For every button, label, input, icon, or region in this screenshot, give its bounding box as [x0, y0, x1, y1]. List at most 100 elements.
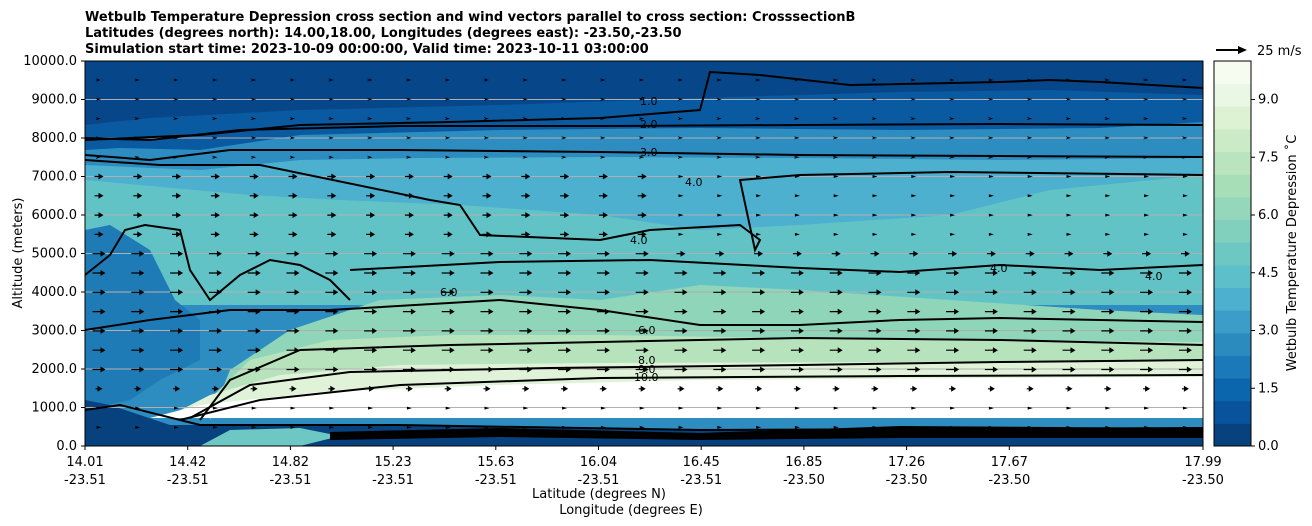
wind-vector [1023, 270, 1037, 276]
wind-vector [988, 155, 994, 159]
wind-vector [561, 117, 567, 121]
wind-vector [1103, 250, 1113, 257]
wind-vector [170, 308, 184, 315]
wind-vector [560, 231, 570, 238]
wind-vector [950, 425, 956, 429]
wind-vector [558, 366, 572, 373]
wind-vector [558, 347, 572, 354]
wind-vector [286, 366, 300, 373]
wind-vector [829, 308, 843, 315]
wind-vector [600, 155, 606, 159]
wind-vector [717, 194, 723, 198]
wind-vector [1104, 78, 1110, 82]
wind-vector [172, 231, 182, 238]
y-tick-label: 10000.0 [23, 54, 77, 69]
wind-vector [521, 173, 531, 180]
wind-vector [678, 175, 684, 178]
wind-vector [210, 212, 220, 219]
wind-vector [911, 175, 917, 178]
wind-vectors [92, 78, 1192, 429]
wind-vector [131, 347, 145, 354]
wind-vector [716, 136, 722, 140]
wind-vector [210, 231, 220, 238]
wind-vector [1140, 270, 1154, 276]
wind-vector [170, 270, 184, 276]
x-tick-label-lat: 16.04 [580, 455, 617, 470]
colorbar-segment [1214, 332, 1251, 356]
wind-vector [716, 155, 722, 159]
y-tick-label: 2000.0 [32, 362, 78, 377]
wind-vector [560, 173, 570, 180]
wind-vector [402, 327, 416, 334]
wind-vector [131, 289, 145, 296]
wind-vector [678, 136, 683, 140]
wind-vector [909, 250, 919, 257]
wind-vector [327, 192, 337, 199]
wind-vector [173, 78, 179, 82]
wind-vector [367, 78, 373, 82]
wind-vector [946, 347, 960, 354]
colorbar-segment [1214, 174, 1251, 198]
wind-vector [988, 425, 994, 429]
wind-vector [870, 250, 880, 257]
wind-vector [95, 385, 103, 392]
wind-vector [329, 406, 335, 410]
wind-vector [598, 212, 608, 219]
wind-vector [674, 270, 688, 276]
wind-vector [251, 97, 257, 101]
wind-vector [1027, 117, 1033, 121]
wind-vector [1027, 175, 1033, 178]
x-tick-label-lon: -23.51 [64, 473, 106, 488]
wind-vector [872, 155, 877, 159]
wind-vector [1066, 136, 1071, 140]
wind-vector [327, 173, 337, 180]
wind-vector [794, 425, 800, 429]
wind-vector [445, 97, 451, 101]
x-tick-label-lat: 17.99 [1184, 455, 1221, 470]
wind-vector [1062, 308, 1076, 315]
wind-vector [133, 231, 143, 238]
wind-vector [367, 136, 373, 140]
wind-vector [678, 117, 683, 121]
wind-vector [756, 406, 762, 410]
colorbar-segment [1214, 128, 1251, 153]
wind-vector [133, 173, 143, 180]
wind-vector [639, 425, 645, 429]
wind-vector [290, 406, 296, 410]
wind-vector [716, 78, 722, 82]
wind-vector [212, 117, 218, 121]
colorbar-tick-label: 7.5 [1258, 150, 1279, 165]
wind-vector [833, 78, 839, 82]
wind-vector [174, 406, 180, 410]
wind-vector [950, 232, 956, 236]
wind-vector [1104, 117, 1110, 121]
wind-vector [984, 347, 998, 354]
wind-vector [717, 175, 723, 178]
wind-vector [94, 231, 104, 238]
wind-vector [871, 385, 879, 392]
wind-vector [1178, 289, 1192, 296]
wind-vector [907, 347, 921, 354]
wind-vector [639, 78, 645, 82]
wind-vector [134, 136, 140, 140]
wind-vector [174, 425, 180, 429]
wind-vector [752, 270, 766, 276]
wind-vector [910, 117, 916, 121]
wind-vector [96, 136, 101, 140]
wind-vector [872, 194, 878, 198]
x-tick-label-lat: 16.85 [785, 455, 822, 470]
wind-vector [170, 366, 184, 373]
wind-vector [1178, 347, 1192, 354]
wind-vector [522, 117, 528, 121]
wind-vector [96, 425, 102, 429]
wind-vector [251, 136, 257, 140]
wind-vector [480, 270, 494, 276]
wind-vector [1182, 136, 1188, 140]
colorbar-segment [1214, 196, 1251, 221]
y-tick-label: 3000.0 [32, 324, 78, 339]
wind-vector [249, 192, 259, 199]
wind-vector [717, 213, 723, 217]
wind-vector [445, 425, 451, 429]
contour-lines [85, 70, 1203, 432]
